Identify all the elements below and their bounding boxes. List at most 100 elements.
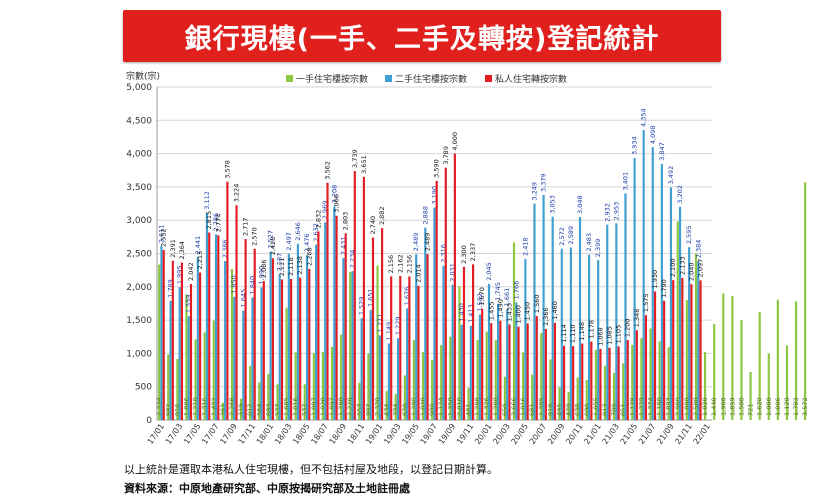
bar — [804, 182, 807, 420]
bar — [469, 325, 472, 420]
source-note: 資料來源：中原地產研究部、中原按揭研究部及土地註冊處 — [124, 482, 410, 495]
data-label: 1,229 — [637, 397, 645, 416]
bar — [722, 293, 725, 420]
data-label: 900 — [428, 404, 436, 416]
bar — [594, 349, 597, 420]
data-label: 3,651 — [360, 155, 368, 174]
data-label: 2,086 — [260, 259, 268, 278]
data-label: 812 — [246, 404, 254, 416]
data-label: 434 — [383, 404, 391, 416]
data-label: 2,386 — [221, 239, 229, 258]
data-label: 1,200 — [492, 397, 500, 416]
bar — [740, 320, 743, 420]
bar — [324, 222, 327, 420]
bar — [697, 261, 700, 420]
data-label: 1,016 — [292, 397, 300, 416]
y-tick-label: 0 — [146, 416, 152, 426]
bar — [676, 221, 679, 420]
bar — [267, 373, 270, 420]
bar — [613, 372, 616, 420]
bar — [713, 324, 716, 420]
data-label: 1,560 — [533, 294, 541, 313]
data-label: 3,847 — [658, 142, 666, 161]
bar — [667, 347, 670, 420]
data-label: 1,400 — [515, 305, 523, 324]
x-tick-label: 17/09 — [218, 422, 239, 446]
banner-title: 銀行現樓(一手、二手及轉按)登記統計 — [184, 23, 660, 55]
bar — [221, 402, 224, 420]
bar — [178, 287, 181, 420]
bar — [622, 363, 625, 420]
x-tick-label: 21/03 — [601, 422, 622, 446]
x-tick-label: 19/05 — [400, 422, 421, 446]
x-tick-label: 19/07 — [419, 422, 440, 446]
bar — [160, 246, 163, 420]
data-label: 2,045 — [485, 262, 493, 281]
bar — [394, 393, 397, 420]
bar — [453, 153, 456, 420]
x-tick-label: 21/07 — [637, 422, 658, 446]
data-label: 2,428 — [269, 237, 277, 256]
bar — [421, 352, 425, 420]
bar — [176, 358, 179, 420]
data-label: 2,632 — [312, 223, 320, 242]
bar — [476, 340, 479, 420]
bar — [333, 206, 336, 420]
data-label: 1,783 — [792, 397, 800, 416]
data-label: 3,190 — [430, 186, 438, 205]
bar — [294, 352, 297, 420]
data-label: 537 — [273, 404, 281, 416]
x-tick-label: 17/11 — [237, 422, 258, 446]
bar — [194, 339, 197, 420]
x-tick-label: 17/05 — [182, 422, 203, 446]
bar — [440, 345, 443, 420]
bar — [624, 193, 627, 420]
bar — [330, 346, 334, 420]
data-label: 3,590 — [433, 159, 441, 178]
data-label: 1,366 — [542, 307, 550, 326]
data-label: 2,969 — [321, 201, 329, 220]
data-label: 1,200 — [474, 397, 482, 416]
data-label: 1,766 — [512, 281, 520, 300]
bar — [767, 353, 770, 420]
chart: 0 500 1,000 1,500 2,000 2,500 3,000 3,500 4,000 4… — [126, 70, 809, 446]
bar — [378, 335, 381, 420]
bar — [631, 344, 634, 420]
data-label: 1,093 — [665, 397, 673, 416]
data-label: 481 — [465, 404, 473, 416]
data-label: 1,271 — [376, 314, 384, 333]
data-label: 1,651 — [367, 288, 375, 307]
x-tick-label: 18/07 — [309, 422, 330, 446]
y-tick-label: 2,500 — [126, 250, 152, 260]
data-label: 2,097 — [697, 259, 705, 278]
data-label: 2,527 — [267, 230, 275, 249]
data-label: 1,326 — [483, 397, 491, 416]
bar — [526, 323, 529, 420]
bar — [785, 345, 789, 420]
bar — [490, 323, 493, 420]
y-tick-label: 4,500 — [126, 116, 152, 126]
bar — [335, 215, 338, 420]
data-label: 3,208 — [330, 185, 338, 204]
data-label: 3,249 — [530, 182, 538, 201]
data-label: 319 — [237, 404, 245, 416]
legend-label: 二手住宅樓按宗數 — [395, 73, 467, 85]
data-label: 2,364 — [178, 241, 186, 260]
data-label: 1,676 — [403, 287, 411, 306]
x-tick-label: 22/01 — [691, 422, 712, 446]
bar — [242, 310, 245, 420]
data-label: 1,097 — [328, 397, 336, 416]
bar — [408, 276, 411, 420]
data-label: 3,739 — [351, 149, 359, 168]
x-tick-label: 20/01 — [473, 422, 494, 446]
data-label: 1,316 — [201, 397, 209, 416]
x-tick-label: 19/03 — [382, 422, 403, 446]
bar — [703, 352, 707, 420]
data-label: 1,806 — [774, 397, 782, 416]
bar — [642, 130, 645, 420]
bar — [467, 387, 470, 420]
data-label: 2,156 — [387, 255, 395, 274]
data-label: 1,995 — [176, 266, 184, 285]
x-tick-label: 19/01 — [364, 422, 385, 446]
y-tick-labels: 0 500 1,000 1,500 2,000 2,500 3,000 3,500 4,000 4… — [126, 83, 152, 426]
